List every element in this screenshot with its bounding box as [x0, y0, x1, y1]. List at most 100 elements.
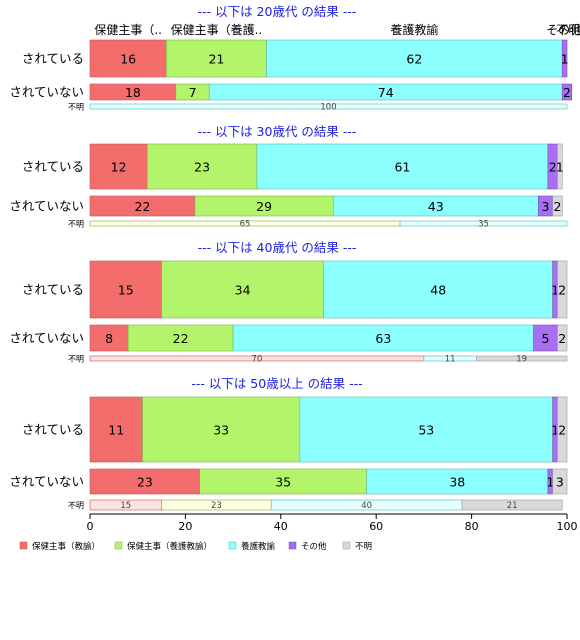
data-label: 2 [558, 423, 566, 438]
x-tick-label: 0 [87, 520, 94, 533]
unknown-row-label: 不明 [68, 220, 84, 229]
data-label: 21 [208, 52, 224, 67]
bar-segment [552, 195, 563, 217]
row-label: されていない [9, 85, 84, 100]
x-tick-label: 20 [178, 520, 192, 533]
unknown-data-label: 35 [478, 220, 489, 230]
data-label: 11 [108, 423, 124, 438]
data-label: 7 [189, 85, 197, 100]
data-label: 2 [558, 283, 566, 298]
panel-title: --- 以下は 40歳代 の結果 --- [198, 240, 357, 255]
unknown-data-label: 19 [516, 355, 527, 365]
data-label: 43 [428, 199, 444, 214]
unknown-row-label: 不明 [68, 355, 84, 364]
data-label: 22 [173, 331, 189, 346]
data-label: 1 [551, 423, 559, 438]
legend-swatch [228, 541, 237, 550]
legend-label: 不明 [355, 542, 372, 552]
data-label: 1 [546, 475, 554, 490]
data-label: 33 [213, 423, 229, 438]
data-label: 53 [418, 423, 434, 438]
bar-segment [552, 468, 568, 495]
data-label: 15 [118, 283, 134, 298]
category-top-label: 保健主事（.. [94, 23, 162, 37]
bar-segment [557, 143, 563, 190]
data-label: 2 [549, 160, 557, 175]
row-label: されていない [9, 474, 84, 489]
bar-segment [89, 396, 143, 463]
row-label: されている [22, 51, 84, 66]
unknown-bar-segment [89, 103, 568, 110]
unknown-data-label: 65 [240, 220, 251, 230]
legend-label: 養護教諭 [241, 541, 276, 552]
category-top-label: 保健主事（養護.. [171, 22, 263, 37]
legend-label: その他 [301, 541, 327, 552]
data-label: 18 [125, 85, 141, 100]
legend-swatch [19, 541, 28, 550]
bar-segment [89, 143, 148, 190]
x-tick-label: 100 [557, 520, 578, 533]
panel-title: --- 以下は 20歳代 の結果 --- [198, 4, 357, 19]
x-tick-label: 60 [369, 520, 383, 533]
bar-segment [199, 468, 367, 495]
bar-segment [89, 468, 201, 495]
data-label: 38 [449, 475, 465, 490]
data-label: 62 [406, 52, 422, 67]
data-label: 3 [556, 475, 564, 490]
category-top-label: その他 [546, 23, 580, 37]
data-label: 2 [563, 85, 571, 100]
unknown-data-label: 23 [211, 501, 222, 511]
row-label: されている [22, 282, 84, 297]
row-label: されていない [9, 331, 84, 346]
unknown-data-label: 100 [320, 103, 336, 113]
legend-label: 保健主事（養護教諭） [127, 541, 212, 552]
unknown-data-label: 11 [445, 355, 456, 365]
data-label: 8 [105, 331, 113, 346]
legend-label: 保健主事（教諭） [32, 541, 100, 552]
panel-title: --- 以下は 30歳代 の結果 --- [198, 124, 357, 139]
data-label: 74 [378, 85, 394, 100]
data-label: 23 [137, 475, 153, 490]
bar-segment [256, 143, 549, 190]
unknown-row-label: 不明 [68, 103, 84, 112]
bar-segment [89, 324, 129, 352]
bar-segment [557, 396, 568, 463]
row-label: されていない [9, 199, 84, 214]
bar-segment [561, 83, 573, 101]
bar-segment [89, 260, 162, 319]
data-label: 2 [553, 199, 561, 214]
bar-segment [557, 324, 568, 352]
data-label: 22 [135, 199, 151, 214]
bar-segment [299, 396, 553, 463]
bar-segment [557, 260, 568, 319]
category-top-label: 養護教諭 [390, 22, 438, 37]
panel-title: --- 以下は 50歳以上 の結果 --- [191, 376, 362, 391]
bar-segment [561, 39, 568, 78]
data-label: 23 [194, 160, 210, 175]
x-tick-label: 40 [274, 520, 288, 533]
data-label: 16 [120, 52, 136, 67]
bar-segment [127, 324, 234, 352]
unknown-data-label: 40 [361, 501, 372, 511]
legend-swatch [288, 541, 297, 550]
data-label: 48 [430, 283, 446, 298]
category-top-label: 不明 [556, 23, 580, 37]
data-label: 29 [256, 199, 272, 214]
bar-segment [142, 396, 301, 463]
unknown-bar-segment [476, 355, 568, 362]
data-label: 2 [558, 331, 566, 346]
unknown-data-label: 21 [507, 501, 518, 511]
bar-segment [166, 39, 267, 78]
data-label: 34 [235, 283, 251, 298]
row-label: されている [22, 422, 84, 437]
data-label: 63 [375, 331, 391, 346]
data-label: 5 [542, 331, 550, 346]
data-label: 1 [551, 283, 559, 298]
bar-segment [232, 324, 534, 352]
bar-segment [366, 468, 549, 495]
legend-swatch [114, 541, 123, 550]
data-label: 1 [561, 52, 569, 67]
data-label: 1 [556, 160, 564, 175]
